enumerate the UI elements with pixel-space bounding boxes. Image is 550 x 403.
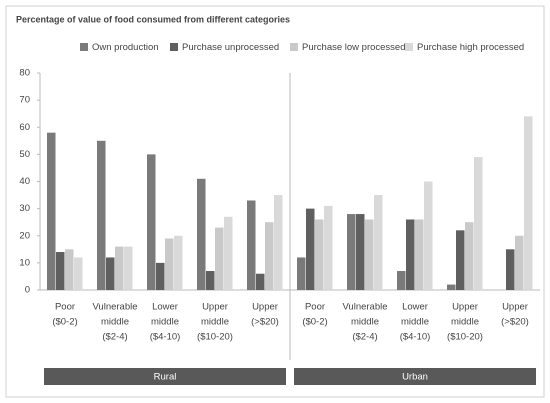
bar bbox=[74, 257, 83, 290]
bar bbox=[297, 257, 306, 290]
x-tick-label: (>$20) bbox=[251, 317, 279, 328]
legend-swatch bbox=[80, 43, 88, 51]
x-tick-label: Lower bbox=[152, 302, 178, 313]
bar bbox=[465, 222, 474, 290]
x-tick-label: middle bbox=[451, 317, 479, 328]
x-tick-label: ($4-10) bbox=[150, 332, 181, 343]
bar bbox=[156, 262, 165, 290]
x-tick-label: ($10-20) bbox=[447, 332, 483, 343]
y-tick-label: 10 bbox=[19, 257, 30, 268]
y-tick-label: 30 bbox=[19, 203, 30, 214]
bar bbox=[406, 219, 415, 290]
bar bbox=[174, 235, 183, 290]
bar bbox=[256, 273, 265, 290]
group-label: Urban bbox=[402, 372, 428, 383]
bar bbox=[274, 195, 283, 290]
bar bbox=[115, 246, 124, 290]
x-tick-label: Upper bbox=[502, 302, 528, 313]
x-tick-label: Poor bbox=[55, 302, 75, 313]
x-tick-label: Upper bbox=[202, 302, 228, 313]
bar bbox=[365, 219, 374, 290]
x-tick-label: middle bbox=[351, 317, 379, 328]
x-tick-label: middle bbox=[101, 317, 129, 328]
x-tick-label: (>$20) bbox=[501, 317, 529, 328]
bar bbox=[306, 208, 315, 290]
x-tick-label: ($0-2) bbox=[52, 317, 77, 328]
bar bbox=[397, 271, 406, 290]
y-tick-label: 20 bbox=[19, 230, 30, 241]
bar bbox=[506, 249, 515, 290]
x-tick-label: middle bbox=[151, 317, 179, 328]
y-tick-label: 0 bbox=[25, 285, 30, 296]
bar bbox=[265, 222, 274, 290]
y-tick-label: 60 bbox=[19, 122, 30, 133]
bar bbox=[456, 230, 465, 290]
bar bbox=[247, 200, 256, 290]
bar bbox=[424, 181, 433, 290]
y-tick-label: 40 bbox=[19, 176, 30, 187]
bar bbox=[197, 178, 206, 290]
bar bbox=[447, 284, 456, 290]
bar bbox=[97, 140, 106, 290]
bar bbox=[347, 214, 356, 290]
bar bbox=[356, 214, 365, 290]
bar bbox=[106, 257, 115, 290]
y-tick-label: 50 bbox=[19, 149, 30, 160]
x-tick-label: middle bbox=[401, 317, 429, 328]
bar bbox=[56, 252, 65, 290]
x-tick-label: Poor bbox=[305, 302, 325, 313]
bar bbox=[65, 249, 74, 290]
bar bbox=[515, 235, 524, 290]
bar bbox=[165, 238, 174, 290]
bar bbox=[124, 246, 133, 290]
x-tick-label: ($0-2) bbox=[302, 317, 327, 328]
chart-title: Percentage of value of food consumed fro… bbox=[16, 14, 290, 24]
legend-label: Own production bbox=[92, 42, 159, 53]
legend-swatch bbox=[405, 43, 413, 51]
bar bbox=[147, 154, 156, 290]
bar bbox=[524, 116, 533, 291]
x-tick-label: Upper bbox=[452, 302, 478, 313]
bar bbox=[215, 227, 224, 290]
x-tick-label: Vulnerable bbox=[342, 302, 387, 313]
x-tick-label: ($4-10) bbox=[400, 332, 431, 343]
x-tick-label: Vulnerable bbox=[92, 302, 137, 313]
group-band bbox=[44, 368, 286, 385]
legend-swatch bbox=[290, 43, 298, 51]
legend-label: Purchase low processed bbox=[302, 42, 406, 53]
bar bbox=[206, 271, 215, 290]
legend-swatch bbox=[170, 43, 178, 51]
x-tick-label: ($2-4) bbox=[102, 332, 127, 343]
x-tick-label: ($10-20) bbox=[197, 332, 233, 343]
group-band bbox=[294, 368, 536, 385]
legend-label: Purchase unprocessed bbox=[182, 42, 279, 53]
bar bbox=[224, 216, 233, 290]
bar bbox=[324, 205, 333, 290]
legend-label: Purchase high processed bbox=[417, 42, 524, 53]
x-tick-label: ($2-4) bbox=[352, 332, 377, 343]
bar bbox=[47, 132, 56, 290]
x-tick-label: Upper bbox=[252, 302, 278, 313]
y-tick-label: 80 bbox=[19, 68, 30, 79]
bar bbox=[415, 219, 424, 290]
bar bbox=[374, 195, 383, 290]
bar bbox=[315, 219, 324, 290]
group-label: Rural bbox=[154, 372, 177, 383]
x-tick-label: middle bbox=[201, 317, 229, 328]
bar bbox=[474, 157, 483, 290]
x-tick-label: Lower bbox=[402, 302, 428, 313]
y-tick-label: 70 bbox=[19, 95, 30, 106]
